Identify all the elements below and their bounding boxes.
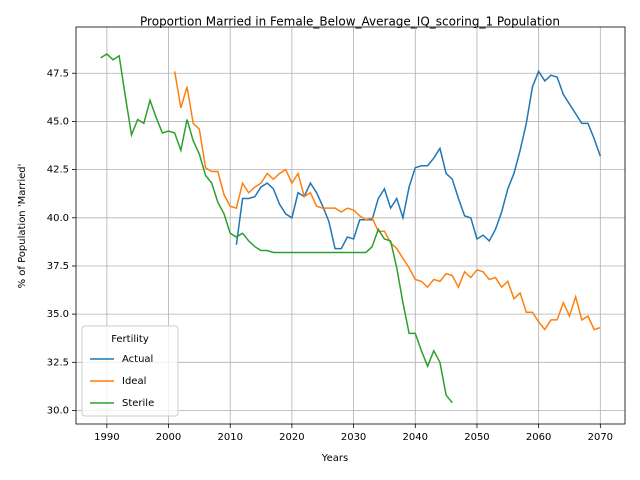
x-tick-label: 2000 xyxy=(156,432,181,443)
x-tick-label: 2040 xyxy=(403,432,428,443)
x-tick-label: 2030 xyxy=(341,432,366,443)
x-tick-label: 2050 xyxy=(464,432,489,443)
chart-title: Proportion Married in Female_Below_Avera… xyxy=(140,15,560,29)
y-tick-label: 42.5 xyxy=(47,165,69,176)
plot-frame xyxy=(75,26,626,425)
x-tick-label: 2060 xyxy=(526,432,551,443)
x-axis-label: Years xyxy=(321,453,348,464)
legend-box xyxy=(81,325,179,417)
series-line xyxy=(100,53,453,404)
y-tick-label: 32.5 xyxy=(47,357,69,368)
x-tick-label: 2070 xyxy=(588,432,613,443)
y-tick-label: 47.5 xyxy=(47,68,69,79)
series-line xyxy=(235,69,602,250)
y-tick-label: 40.0 xyxy=(47,213,69,224)
legend-label: Ideal xyxy=(122,376,146,387)
y-tick-label: 30.0 xyxy=(47,406,69,417)
legend-label: Actual xyxy=(122,354,153,365)
x-tick-label: 2010 xyxy=(217,432,242,443)
y-tick-label: 35.0 xyxy=(47,309,69,320)
y-tick-label: 45.0 xyxy=(47,116,69,127)
legend-label: Sterile xyxy=(122,398,154,409)
x-tick-label: 2020 xyxy=(279,432,304,443)
y-tick-label: 37.5 xyxy=(47,261,69,272)
x-tick-label: 1990 xyxy=(94,432,119,443)
y-axis-label: % of Population 'Married' xyxy=(17,164,28,289)
series-line xyxy=(173,71,601,331)
legend-title: Fertility xyxy=(111,334,149,345)
